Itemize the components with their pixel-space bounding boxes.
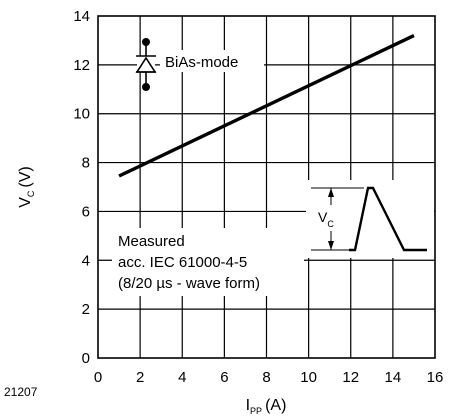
x-tick-label: 16 bbox=[427, 369, 444, 386]
y-tick-label: 8 bbox=[82, 155, 90, 172]
x-tick-label: 12 bbox=[342, 369, 359, 386]
y-axis-label: VC(V) bbox=[17, 166, 36, 208]
legend-label: BiAs-mode bbox=[165, 54, 238, 71]
y-tick-label: 12 bbox=[73, 57, 90, 74]
annotation-line-1: Measured bbox=[118, 233, 185, 250]
y-tick-label: 10 bbox=[73, 106, 90, 123]
y-tick-label: 2 bbox=[82, 301, 90, 318]
y-tick-label: 0 bbox=[82, 350, 90, 367]
y-tick-label: 14 bbox=[73, 8, 90, 25]
inset-vc-label: VC bbox=[318, 209, 334, 229]
plot-frame bbox=[97, 15, 436, 359]
y-tick-label: 6 bbox=[82, 203, 90, 220]
x-tick-label: 10 bbox=[300, 369, 317, 386]
x-tick-label: 6 bbox=[220, 369, 228, 386]
series bbox=[118, 34, 415, 178]
x-axis-label: IPP (A) bbox=[246, 397, 287, 416]
x-tick-label: 2 bbox=[136, 369, 144, 386]
annotation-line-2: acc. IEC 61000-4-5 bbox=[118, 254, 247, 271]
figure-id: 21207 bbox=[4, 385, 38, 399]
x-tick-label: 0 bbox=[94, 369, 102, 386]
y-tick-label: 4 bbox=[82, 252, 90, 269]
x-tick-label: 14 bbox=[385, 369, 402, 386]
x-tick-labels: 0 2 4 6 8 10 12 14 16 bbox=[94, 369, 444, 386]
x-tick-label: 8 bbox=[262, 369, 270, 386]
y-tick-labels: 0 2 4 6 8 10 12 14 bbox=[73, 8, 90, 367]
x-tick-label: 4 bbox=[178, 369, 186, 386]
annotation-line-3: (8/20 µs - wave form) bbox=[118, 275, 260, 292]
series-line-bias-mode bbox=[118, 34, 415, 178]
inset-waveform: VC bbox=[306, 180, 434, 258]
legend-diode-icon bbox=[135, 38, 157, 91]
